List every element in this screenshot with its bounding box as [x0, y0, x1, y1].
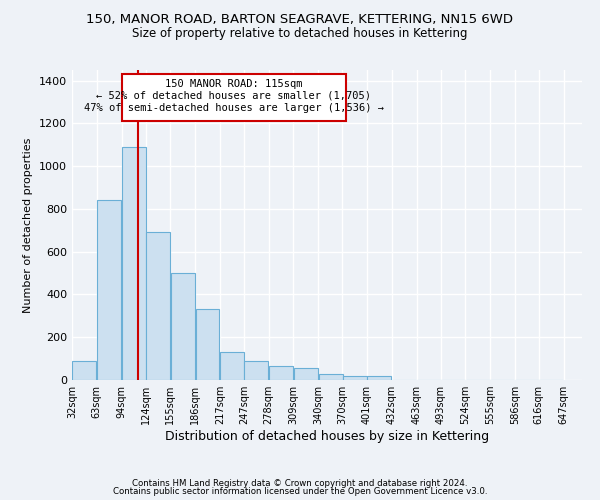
Bar [146, 232, 170, 380]
Bar [343, 376, 367, 380]
Bar [97, 200, 121, 380]
X-axis label: Distribution of detached houses by size in Kettering: Distribution of detached houses by size … [165, 430, 489, 443]
Bar [244, 361, 268, 380]
Text: 150 MANOR ROAD: 115sqm: 150 MANOR ROAD: 115sqm [165, 78, 302, 88]
Bar [196, 310, 220, 380]
Text: 47% of semi-detached houses are larger (1,536) →: 47% of semi-detached houses are larger (… [84, 103, 384, 113]
Y-axis label: Number of detached properties: Number of detached properties [23, 138, 34, 312]
Bar [122, 147, 146, 380]
Bar [319, 374, 343, 380]
Text: Size of property relative to detached houses in Kettering: Size of property relative to detached ho… [132, 28, 468, 40]
Bar [220, 352, 244, 380]
Bar [367, 376, 391, 380]
Text: 150, MANOR ROAD, BARTON SEAGRAVE, KETTERING, NN15 6WD: 150, MANOR ROAD, BARTON SEAGRAVE, KETTER… [86, 12, 514, 26]
Bar [171, 273, 195, 380]
Text: ← 52% of detached houses are smaller (1,705): ← 52% of detached houses are smaller (1,… [97, 90, 371, 101]
FancyBboxPatch shape [122, 74, 346, 122]
Text: Contains public sector information licensed under the Open Government Licence v3: Contains public sector information licen… [113, 487, 487, 496]
Bar [294, 368, 318, 380]
Bar [269, 366, 293, 380]
Text: Contains HM Land Registry data © Crown copyright and database right 2024.: Contains HM Land Registry data © Crown c… [132, 478, 468, 488]
Bar [73, 361, 97, 380]
